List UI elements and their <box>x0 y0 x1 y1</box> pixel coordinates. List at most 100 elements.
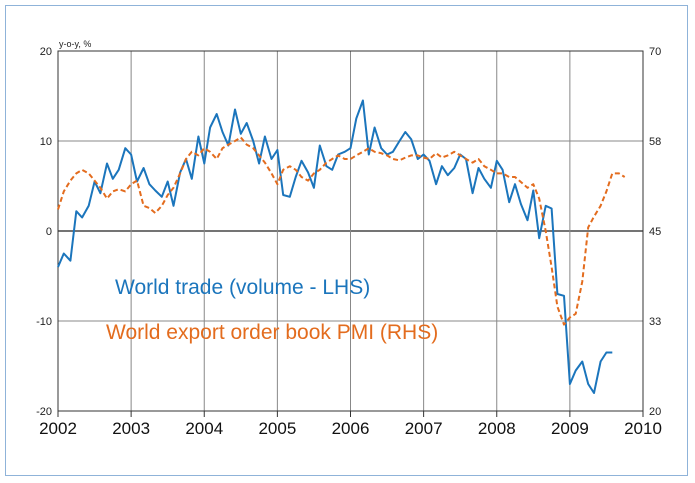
world-trade-point <box>143 167 145 169</box>
world-trade-point <box>130 154 132 156</box>
world-pmi-point <box>624 176 626 178</box>
world-trade-point <box>423 154 425 156</box>
world-trade-point <box>380 147 382 149</box>
world-trade-point <box>520 203 522 205</box>
world-pmi-point <box>399 160 401 162</box>
world-trade-point <box>295 176 297 178</box>
world-trade-point <box>282 194 284 196</box>
world-trade-point <box>173 205 175 207</box>
world-pmi-point <box>478 158 480 160</box>
world-trade-point <box>277 149 279 151</box>
chart-frame <box>5 5 688 476</box>
world-pmi-point <box>57 209 59 211</box>
series-lines <box>57 99 626 394</box>
world-pmi-point <box>380 152 382 154</box>
world-trade-point <box>502 169 504 171</box>
world-pmi-point <box>191 151 193 153</box>
world-trade-point <box>417 158 419 160</box>
world-pmi-point <box>209 151 211 153</box>
x-tick-label: 2004 <box>185 419 223 438</box>
world-pmi-point <box>606 191 608 193</box>
y-right-tick-label: 33 <box>649 316 661 328</box>
world-pmi-point <box>319 169 321 171</box>
world-pmi-point <box>222 147 224 149</box>
world-pmi-point <box>435 152 437 154</box>
world-pmi-point <box>423 157 425 159</box>
world-pmi-point <box>295 169 297 171</box>
world-pmi-point <box>454 151 456 153</box>
world-pmi-point <box>94 180 96 182</box>
world-trade-point <box>63 253 65 255</box>
world-pmi-point <box>155 212 157 214</box>
world-trade-point <box>331 169 333 171</box>
world-trade-point <box>301 160 303 162</box>
world-pmi-point <box>557 306 559 308</box>
x-tick-label: 2009 <box>551 419 589 438</box>
world-pmi-point <box>240 137 242 139</box>
legend-world-pmi: World export order book PMI (RHS) <box>106 321 438 344</box>
unit-label: y-o-y, % <box>59 39 91 49</box>
world-trade-point <box>350 147 352 149</box>
world-pmi-point <box>326 162 328 164</box>
world-pmi-point <box>161 205 163 207</box>
world-pmi-point <box>289 165 291 167</box>
world-trade-point <box>118 169 120 171</box>
world-pmi-point <box>81 169 83 171</box>
y-left-tick-label: 0 <box>46 226 52 238</box>
world-trade-point <box>533 190 535 192</box>
world-trade-point <box>319 145 321 147</box>
world-trade-point <box>356 118 358 120</box>
world-trade-point <box>612 352 614 354</box>
y-right-tick-label: 58 <box>649 136 661 148</box>
y-left-tick-label: -20 <box>36 406 52 418</box>
world-pmi-point <box>185 158 187 160</box>
world-trade-point <box>204 163 206 165</box>
world-pmi-point <box>410 155 412 157</box>
world-pmi-point <box>600 205 602 207</box>
world-pmi-point <box>173 187 175 189</box>
world-pmi-point <box>612 173 614 175</box>
world-pmi-point <box>136 180 138 182</box>
world-trade-point <box>538 237 540 239</box>
world-pmi-point <box>76 173 78 175</box>
world-pmi-point <box>118 188 120 190</box>
world-trade-point <box>582 361 584 363</box>
world-pmi-point <box>447 155 449 157</box>
y-left-tick-label: -10 <box>36 316 52 328</box>
world-trade-point <box>191 178 193 180</box>
world-pmi-point <box>502 173 504 175</box>
series-world-pmi-line <box>57 136 626 326</box>
world-trade-point <box>222 131 224 133</box>
world-trade-point <box>149 183 151 185</box>
world-pmi-point <box>282 169 284 171</box>
world-trade-point <box>496 160 498 162</box>
world-pmi-point <box>313 173 315 175</box>
world-pmi-point <box>258 155 260 157</box>
world-trade-point <box>106 163 108 165</box>
world-pmi-point <box>392 158 394 160</box>
world-trade-point <box>125 147 127 149</box>
world-pmi-point <box>246 144 248 146</box>
x-tick-label: 2006 <box>332 419 370 438</box>
y-right-tick-label: 70 <box>649 46 661 58</box>
world-pmi-point <box>271 173 273 175</box>
world-trade-point <box>405 131 407 133</box>
world-pmi-point <box>472 162 474 164</box>
y-left-tick-label: 20 <box>40 46 52 58</box>
world-trade-point <box>362 100 364 102</box>
world-trade-point <box>313 187 315 189</box>
world-trade-point <box>478 167 480 169</box>
world-trade-point <box>587 383 589 385</box>
tick-labels: 20 70 10 58 0 45 -10 33 -20 20 2002 2003 2004 2005 200… <box>36 46 662 438</box>
world-trade-point <box>484 178 486 180</box>
world-trade-point <box>307 172 309 174</box>
world-pmi-point <box>545 230 547 232</box>
world-pmi-point <box>100 187 102 189</box>
world-pmi-point <box>331 158 333 160</box>
world-trade-point <box>368 154 370 156</box>
world-trade-point <box>557 293 559 295</box>
world-trade-point <box>209 127 211 129</box>
world-pmi-point <box>204 147 206 149</box>
world-trade-point <box>410 138 412 140</box>
world-trade-point <box>100 192 102 194</box>
